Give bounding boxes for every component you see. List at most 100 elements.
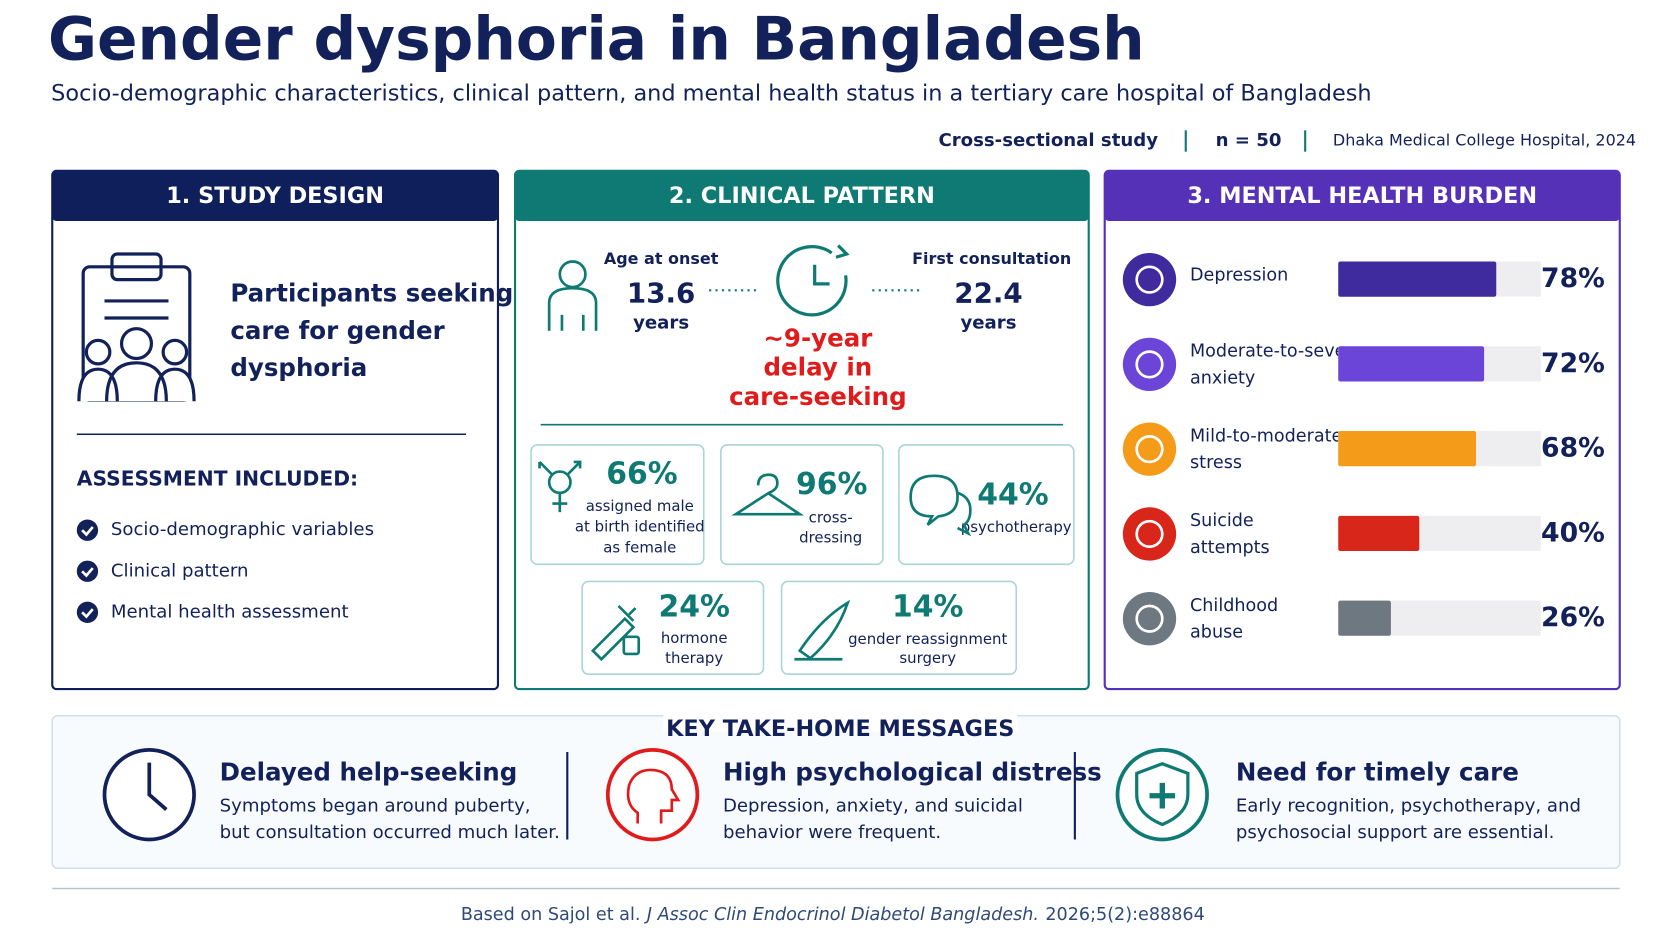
icon-part [161, 338, 189, 366]
item-name: Childhood [1190, 596, 1278, 616]
bar [1338, 261, 1497, 297]
icon-part [547, 286, 598, 331]
meta: Cross-sectional study [938, 130, 1158, 151]
item-name: Mild-to-moderate [1190, 426, 1342, 446]
subtitle: Socio-demographic characteristics, clini… [51, 81, 1371, 107]
icon-part [84, 338, 112, 366]
check-mark [81, 526, 94, 537]
icon-part [590, 604, 637, 662]
takehome-heading: KEY TAKE-HOME MESSAGES [666, 716, 1014, 742]
icon-part [794, 599, 851, 661]
consultation-label: First consultation [912, 249, 1071, 268]
item-icon [1122, 507, 1177, 561]
check-mark [81, 608, 94, 619]
icon-part [731, 473, 805, 516]
assessment-heading: ASSESSMENT INCLUDED: [77, 467, 358, 491]
stat-label: assigned male [586, 497, 694, 515]
message-title: Delayed help-seeking [220, 757, 518, 786]
onset-label: Age at onset [604, 249, 719, 268]
item-icon-inner [1135, 604, 1164, 633]
check-icon [76, 560, 99, 582]
item-icon-inner [1135, 265, 1164, 294]
participants: care for gender [230, 316, 445, 345]
stat-value: 66% [606, 456, 677, 491]
citation-prefix: Based on Sajol et al. [461, 905, 641, 925]
meta: n = 50 [1216, 130, 1282, 151]
stat-label: hormone [661, 629, 728, 647]
item-name: anxiety [1190, 368, 1255, 388]
message-text: behavior were frequent. [723, 822, 941, 843]
message-text: Symptoms began around puberty, [220, 795, 531, 816]
item-name: attempts [1190, 538, 1270, 558]
stat-card [530, 444, 705, 566]
message-text: psychosocial support are essential. [1236, 822, 1555, 843]
item-icon [1122, 592, 1177, 646]
message-text: Early recognition, psychotherapy, and [1236, 795, 1581, 816]
stat-label: as female [603, 538, 676, 556]
participants: Participants seeking [230, 279, 513, 308]
onset-value: 13.6 [627, 277, 695, 310]
stat-value: 96% [796, 467, 867, 502]
item-icon-inner [1135, 435, 1164, 464]
citation-journal: J Assoc Clin Endocrinol Diabetol Banglad… [644, 905, 1039, 925]
stat-value: 24% [658, 590, 729, 625]
stat-value: 14% [892, 590, 963, 625]
meta: Dhaka Medical College Hospital, 2024 [1333, 131, 1636, 150]
shield-icon [1135, 762, 1190, 827]
check-icon [76, 601, 99, 623]
stat-label: dressing [799, 529, 862, 547]
item-name: abuse [1190, 623, 1243, 643]
icon-part [622, 635, 641, 656]
panel-heading: 2. CLINICAL PATTERN [669, 183, 935, 209]
bar [1338, 346, 1485, 382]
panel-header [52, 170, 498, 221]
stat-value: 44% [977, 478, 1048, 513]
head-icon [626, 768, 681, 824]
icon-part [813, 244, 850, 286]
item-icon [1122, 422, 1177, 476]
bar-label: 68% [1541, 433, 1605, 464]
delay-text: care-seeking [729, 382, 907, 411]
check-icon [76, 519, 99, 541]
stat-label: gender reassignment [848, 630, 1007, 648]
assessment-item: Clinical pattern [111, 560, 249, 581]
clipboard-icon [77, 252, 196, 402]
check-mark [81, 567, 94, 578]
delay-text: ~9-year [763, 323, 873, 352]
clock-hands [147, 762, 168, 811]
citation: Based on Sajol et al. J Assoc Clin Endocr… [461, 905, 1205, 925]
icon-part [119, 327, 154, 361]
item-name: Depression [1190, 265, 1288, 285]
message-icon [605, 748, 700, 842]
bar-label: 40% [1541, 517, 1605, 548]
panel-heading: 3. MENTAL HEALTH BURDEN [1187, 183, 1537, 209]
message-title: High psychological distress [723, 757, 1102, 786]
title: Gender dysphoria in Bangladesh [48, 5, 1145, 74]
item-name: Suicide [1190, 511, 1254, 531]
icon-part [776, 245, 848, 317]
panel-header [515, 170, 1089, 221]
assessment-item: Mental health assessment [111, 601, 349, 622]
icon-part [909, 474, 959, 526]
stat-icons [538, 460, 972, 662]
heading-bg [663, 708, 1018, 732]
stat-label: surgery [899, 649, 956, 667]
stat-label: psychotherapy [961, 518, 1072, 536]
bar-label: 78% [1541, 263, 1605, 294]
stat-card [780, 580, 1018, 675]
message-title: Need for timely care [1236, 757, 1519, 786]
item-icon-inner [1135, 519, 1164, 549]
item-icon-inner [1135, 350, 1164, 379]
panel-header [1104, 170, 1620, 221]
clock-icon [776, 244, 850, 317]
stat-card [720, 444, 884, 566]
stat-label: cross- [809, 508, 853, 526]
delay-text: delay in [763, 353, 872, 382]
icon-part [956, 491, 972, 537]
item-icon [1122, 337, 1177, 392]
bar [1338, 515, 1420, 552]
item-icon [1122, 252, 1177, 307]
panel-heading: 1. STUDY DESIGN [166, 183, 384, 209]
onset-unit: years [633, 312, 689, 333]
consultation-unit: years [960, 312, 1016, 333]
